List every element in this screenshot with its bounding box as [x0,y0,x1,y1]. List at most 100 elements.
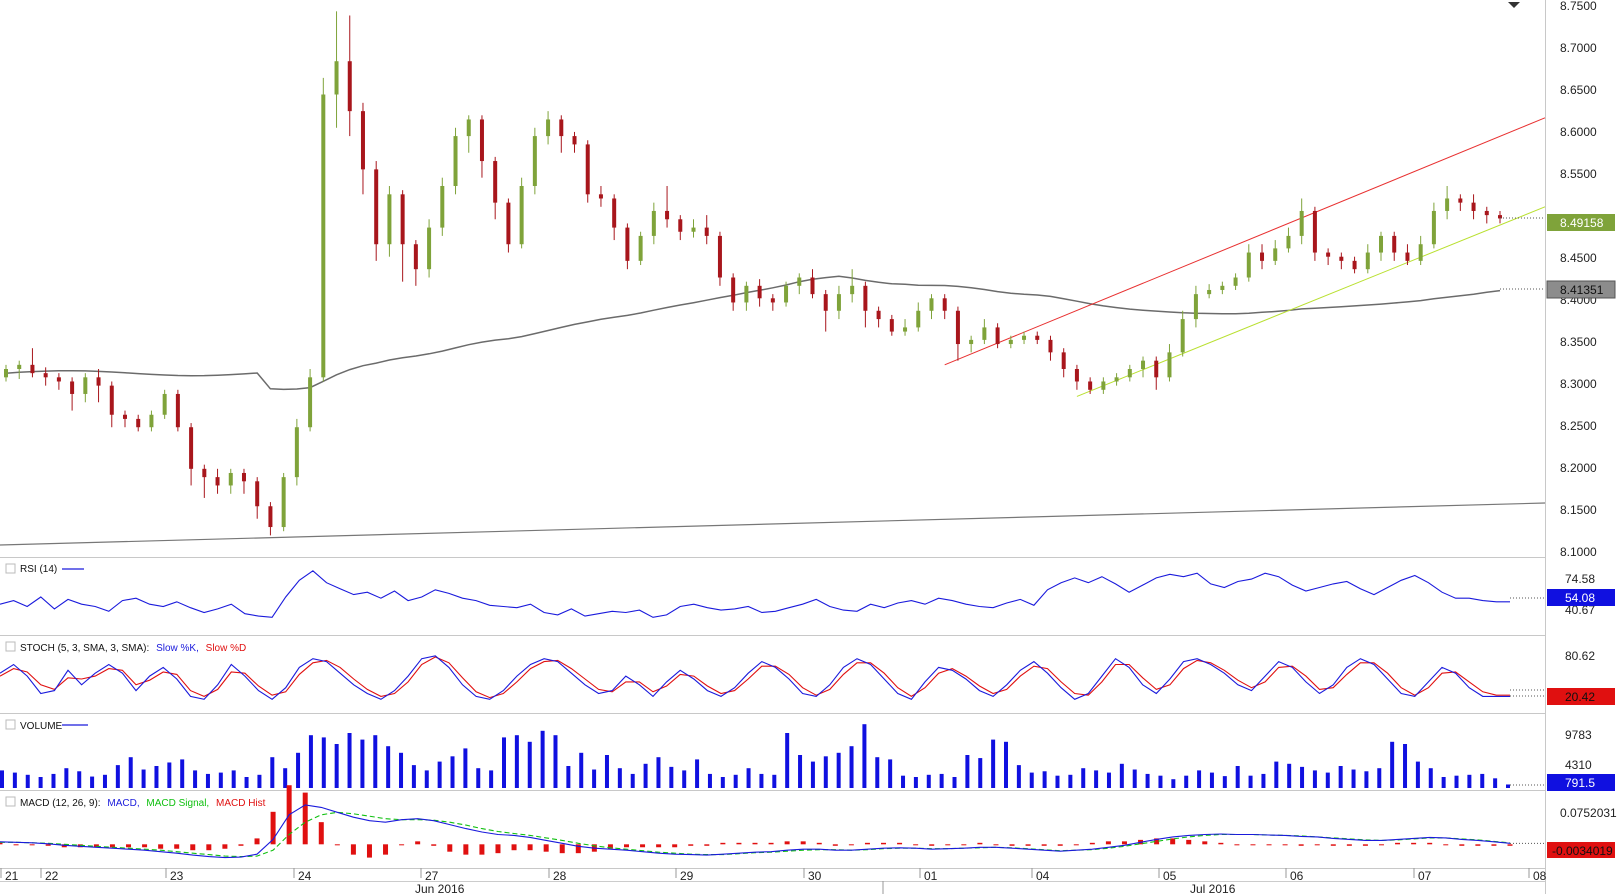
macd-hist-bar [688,844,694,846]
volume-bar [617,768,622,788]
price-tick: 8.1500 [1560,503,1597,517]
volume-bar [218,772,223,788]
channel-upper-line [944,117,1546,366]
stoch-k-line [0,655,1510,700]
volume-bar [360,739,365,788]
candle-body [1352,260,1357,270]
volume-bar [1197,770,1202,788]
volume-bar [424,770,429,788]
volume-bar [540,730,545,788]
volume-bar [102,774,107,788]
volume-bar [978,758,983,788]
volume-bar [682,770,687,788]
day-label: 08 [1533,869,1547,883]
month-label: Jun 2016 [415,882,465,894]
macd-hist-bar [897,842,903,845]
macd-hist-bar [222,844,228,849]
macd-hist-bar [1186,839,1192,845]
candle-body [889,319,894,332]
volume-bar [25,774,30,788]
volume-bar [167,762,172,788]
macd-title: MACD (12, 26, 9): [20,798,101,809]
volume-bar [1261,773,1266,788]
day-label: 28 [553,869,567,883]
volume-bar [1467,774,1472,788]
macd-hist-bar [0,842,3,845]
candle-body [43,373,48,378]
macd-hist-bar [158,844,164,849]
volume-bar [1377,768,1382,788]
candle-body [1484,210,1489,216]
volume-bar [1403,744,1408,788]
candle-body [625,227,630,261]
volume-bar [1145,773,1150,788]
last-price-value: 8.49158 [1560,216,1604,230]
stoch-d-label: Slow %D [206,643,247,654]
macd-hist-bar [1089,842,1095,845]
candle-body [863,285,868,311]
candle-body [1061,352,1066,369]
volume-bar [1029,772,1034,788]
stoch-close-icon[interactable] [5,641,16,652]
ma-value: 8.41351 [1560,283,1604,297]
macd-hist-bar [366,844,372,858]
candle-body [1273,248,1278,261]
candle-body [413,244,418,270]
macd-close-icon[interactable] [5,796,16,807]
volume-bar [1119,763,1124,788]
volume-bar [270,757,275,788]
candle-body [955,310,960,345]
macd-hist-bar [559,844,565,854]
volume-bar [759,773,764,788]
volume-bar [1106,772,1111,788]
volume-bar [849,746,854,788]
rsi-close-icon[interactable] [5,563,16,574]
volume-bar [1248,775,1253,788]
candle-body [321,94,326,378]
candle-body [255,481,260,507]
macd-hist-bar [1202,841,1208,845]
volume-bar [862,724,867,788]
candle-body [1035,335,1040,340]
volume-bar [823,756,828,788]
day-label: 01 [924,869,938,883]
macd-hist-bar [13,844,19,846]
macd-hist-bar [1009,844,1015,846]
day-label: 29 [680,869,694,883]
panel-borders [0,0,1546,894]
volume-bar [991,739,996,788]
macd-hist-bar [1057,844,1063,846]
candle-body [797,277,802,286]
volume-bar [296,752,301,788]
candle-body [744,285,749,303]
price-tick: 8.4500 [1560,251,1597,265]
volume-bar [1209,772,1214,788]
candle-body [334,61,339,95]
volume-bar [12,772,17,788]
volume-bar [321,737,326,788]
volume-close-icon[interactable] [5,719,16,730]
macd-hist-bar [929,844,935,846]
volume-bar [1042,771,1047,788]
chevron-down-icon[interactable] [1508,2,1520,8]
candle-body [1180,319,1185,353]
day-label: 04 [1036,869,1050,883]
candle-body [347,61,352,112]
volume-bar [913,777,918,788]
macd-hist-bar [463,844,469,855]
macd-hist-bar [190,844,196,851]
volume-bar [1325,772,1330,788]
macd-hist-bar [1041,844,1047,846]
candle-body [1379,235,1384,253]
candle-body [1458,198,1463,203]
day-label: 22 [45,869,59,883]
candle-body [1233,277,1238,286]
volume-bar [450,756,455,788]
candle-body [1392,235,1397,253]
candle-body [83,377,88,394]
volume-value-tag [1547,774,1615,791]
candle-body [308,377,313,428]
candle-body [1299,210,1304,236]
macd-hist-bar [254,838,260,845]
